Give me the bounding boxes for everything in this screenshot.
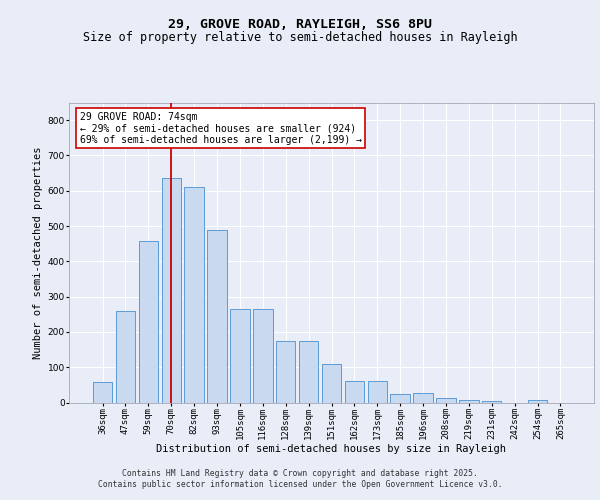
- Text: 29, GROVE ROAD, RAYLEIGH, SS6 8PU: 29, GROVE ROAD, RAYLEIGH, SS6 8PU: [168, 18, 432, 30]
- Bar: [528, 400, 547, 402]
- Text: Contains public sector information licensed under the Open Government Licence v3: Contains public sector information licen…: [98, 480, 502, 489]
- Bar: [276, 340, 295, 402]
- Bar: [391, 394, 410, 402]
- Text: Size of property relative to semi-detached houses in Rayleigh: Size of property relative to semi-detach…: [83, 31, 517, 44]
- Bar: [436, 398, 455, 402]
- Bar: [322, 364, 341, 403]
- Bar: [368, 380, 387, 402]
- Bar: [344, 380, 364, 402]
- Bar: [116, 312, 135, 402]
- Bar: [93, 382, 112, 402]
- Text: 29 GROVE ROAD: 74sqm
← 29% of semi-detached houses are smaller (924)
69% of semi: 29 GROVE ROAD: 74sqm ← 29% of semi-detac…: [79, 112, 361, 144]
- Bar: [139, 241, 158, 402]
- Bar: [482, 400, 502, 402]
- Bar: [299, 340, 319, 402]
- Bar: [230, 309, 250, 402]
- X-axis label: Distribution of semi-detached houses by size in Rayleigh: Distribution of semi-detached houses by …: [157, 444, 506, 454]
- Bar: [184, 187, 204, 402]
- Y-axis label: Number of semi-detached properties: Number of semi-detached properties: [34, 146, 43, 359]
- Bar: [253, 309, 272, 402]
- Bar: [459, 400, 479, 402]
- Text: Contains HM Land Registry data © Crown copyright and database right 2025.: Contains HM Land Registry data © Crown c…: [122, 469, 478, 478]
- Bar: [413, 393, 433, 402]
- Bar: [161, 178, 181, 402]
- Bar: [208, 230, 227, 402]
